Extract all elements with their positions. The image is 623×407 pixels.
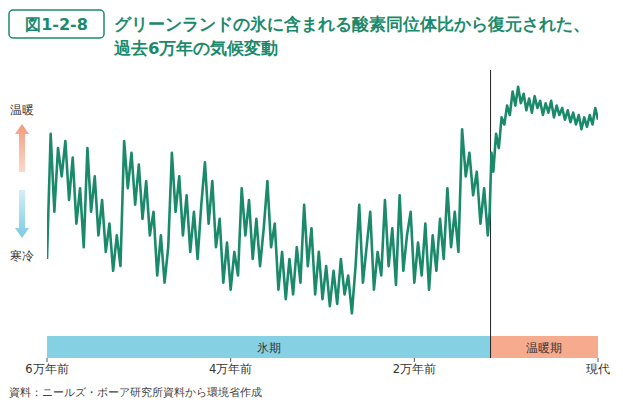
title-line: グリーンランドの氷に含まれる酸素同位体比から復元された、	[114, 15, 590, 34]
period-bar	[491, 336, 598, 358]
x-tick-label: 6万年前	[25, 362, 68, 376]
climate-line	[47, 87, 598, 314]
arrow-cold	[15, 190, 29, 238]
title: グリーンランドの氷に含まれる酸素同位体比から復元された、過去6万年の気候変動	[114, 15, 590, 58]
period-label: 温暖期	[526, 341, 562, 355]
chart: 図1-2-8 グリーンランドの氷に含まれる酸素同位体比から復元された、過去6万年の…	[0, 0, 623, 407]
figure-badge	[9, 10, 104, 38]
x-tick-label: 4万年前	[209, 362, 252, 376]
plot-area	[47, 87, 598, 314]
x-tick-label: 2万年前	[393, 362, 436, 376]
x-tick-label: 現代	[586, 362, 610, 376]
period-bar	[47, 336, 491, 358]
source: 資料：ニールズ・ボーア研究所資料から環境省作成	[9, 386, 262, 399]
title-line: 過去6万年の気候変動	[114, 39, 278, 58]
y-label-low: 寒冷	[10, 249, 34, 263]
y-label-high: 温暖	[10, 103, 34, 117]
figure-label: 図1-2-8	[25, 15, 88, 34]
arrow-warm	[15, 124, 29, 172]
period-label: 氷期	[257, 341, 281, 355]
